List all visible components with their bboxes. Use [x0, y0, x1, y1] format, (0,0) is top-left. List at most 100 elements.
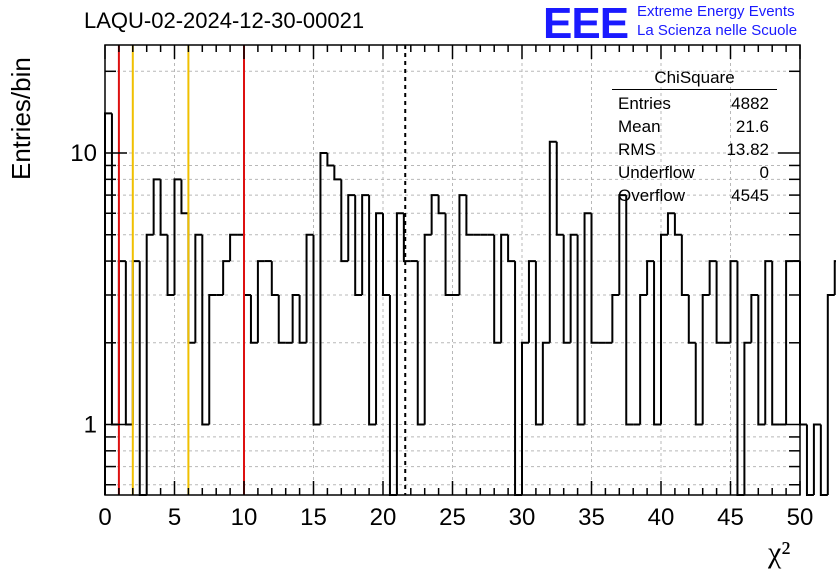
stats-row-rms: RMS 13.82 [612, 138, 777, 161]
histogram-bin [291, 293, 300, 343]
histogram-bin [229, 233, 238, 262]
histogram-bin [444, 213, 453, 296]
x-tick-label: 40 [648, 504, 675, 531]
histogram-bin [646, 260, 655, 295]
histogram-bin [395, 212, 404, 495]
histogram-bin [361, 194, 370, 295]
logo-line-2: La Scienza nelle Scuole [637, 22, 798, 39]
x-tick-label: 15 [300, 504, 327, 531]
histogram-bin [500, 233, 509, 343]
x-tick-label: 50 [787, 504, 814, 531]
histogram-bin [673, 213, 682, 236]
histogram-bin [375, 212, 383, 425]
histogram-bin [701, 293, 710, 425]
histogram-bin [833, 260, 836, 295]
stats-label: Mean [618, 117, 661, 136]
stats-row-mean: Mean 21.6 [612, 115, 777, 138]
stats-row-entries: Entries 4882 [612, 92, 777, 115]
x-tick-label: 35 [578, 504, 605, 531]
histogram-bin [222, 260, 231, 295]
marker-lines [117, 45, 407, 495]
histogram-bin [639, 293, 648, 425]
histogram-bin [104, 112, 112, 495]
histogram-bin [757, 294, 766, 426]
histogram-bin [618, 194, 627, 295]
histogram-bin [736, 261, 745, 496]
histogram-bin [437, 195, 446, 215]
histogram-bin [493, 234, 502, 344]
x-axis-label: χ² [768, 536, 791, 569]
histogram-bin [590, 213, 599, 344]
histogram-bin [249, 294, 258, 344]
histogram-bin [812, 423, 821, 495]
stats-value: 0 [759, 163, 769, 182]
histogram-bin [458, 194, 467, 295]
histogram-bin [319, 152, 328, 425]
eee-logo: EEE [543, 0, 629, 48]
histogram-bin [771, 261, 780, 426]
histogram-bin [382, 213, 390, 296]
stats-label: Overflow [618, 186, 686, 205]
histogram-bin [507, 234, 516, 263]
histogram-bin [660, 233, 668, 425]
histogram-bin [277, 294, 286, 344]
histogram-bin [152, 178, 161, 235]
histogram-bin [368, 195, 377, 426]
histogram-bin [534, 261, 543, 426]
histogram-bin [708, 260, 717, 295]
stats-value: 21.6 [735, 117, 769, 136]
x-tick-label: 10 [231, 504, 258, 531]
histogram-bin [208, 293, 217, 425]
histogram-bin [611, 293, 620, 343]
histogram-bin [583, 212, 592, 425]
y-tick-label: 1 [84, 412, 97, 439]
histogram-bin [138, 261, 147, 496]
histogram-bin [743, 341, 752, 495]
x-tick-label: 20 [370, 504, 397, 531]
histogram-bin [159, 179, 168, 236]
histogram-bin [423, 233, 432, 425]
stats-row-underflow: Underflow 0 [612, 161, 777, 184]
histogram-bin [201, 234, 210, 426]
histogram-bin [305, 233, 314, 343]
histogram-bin [687, 294, 696, 344]
histogram-bin [799, 261, 807, 426]
histogram-bin [805, 424, 814, 496]
x-tick-label: 5 [168, 504, 181, 531]
histogram-bin [173, 178, 182, 295]
histogram-bin [527, 260, 536, 343]
stats-value: 4545 [731, 186, 769, 205]
histogram-bin [521, 341, 529, 495]
histogram-bin [541, 341, 550, 425]
histogram-bin [416, 261, 425, 426]
x-tick-label: 45 [717, 504, 744, 531]
histogram-bin [555, 141, 564, 236]
plot-title: LAQU-02-2024-12-30-00021 [84, 8, 365, 33]
histogram-bin [750, 293, 759, 343]
histogram-bin [465, 195, 474, 236]
histogram-bin [145, 233, 154, 495]
x-tick-label: 0 [98, 504, 111, 531]
histogram-bin [110, 113, 119, 426]
histogram-bin [729, 260, 738, 343]
histogram-bin [180, 179, 189, 215]
histogram-bin [826, 293, 835, 495]
histogram-bin [243, 234, 251, 296]
logo-line-1: Extreme Energy Events [637, 3, 795, 20]
histogram-bin [715, 261, 724, 344]
stats-label: Underflow [618, 163, 695, 182]
histogram-bin [388, 294, 397, 496]
histogram-bin [326, 153, 335, 167]
histogram-bin [514, 261, 522, 496]
histogram-bin [187, 213, 196, 344]
histogram-bin [653, 261, 661, 426]
histogram-bin [194, 233, 203, 343]
histogram-bin [680, 234, 689, 296]
histogram-bin [312, 234, 321, 426]
stats-label: RMS [618, 140, 656, 159]
histogram-bin [256, 260, 265, 343]
histogram-bin [270, 261, 279, 296]
histogram-bin [548, 140, 557, 343]
histogram-bin [569, 233, 578, 343]
histogram-series [104, 112, 836, 496]
